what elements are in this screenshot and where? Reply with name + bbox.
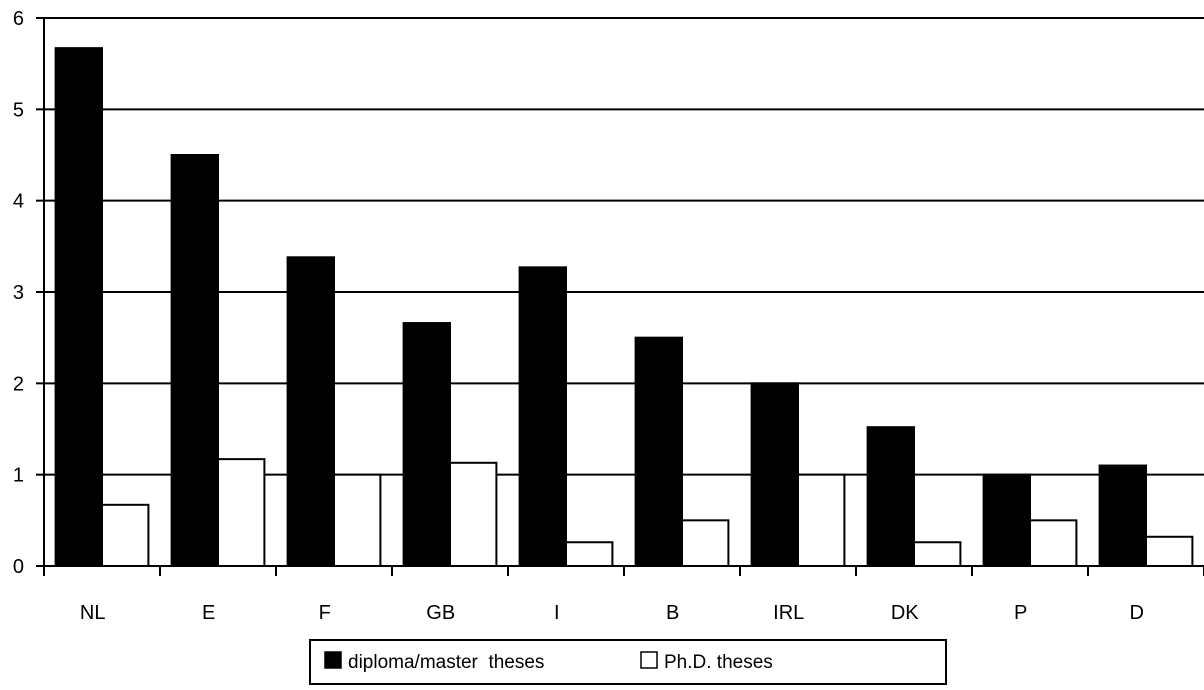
bar-phd (797, 473, 846, 567)
x-tick-label: DK (891, 602, 919, 624)
y-tick-label: 4 (13, 191, 24, 213)
x-tick-label: GB (426, 602, 455, 624)
bar-diploma (634, 336, 683, 567)
x-tick-label: D (1129, 602, 1143, 624)
bar-diploma (286, 256, 336, 567)
legend-swatch-phd (640, 651, 658, 669)
x-tick-label: B (666, 602, 679, 624)
axes (36, 17, 1204, 576)
y-tick-label: 5 (13, 99, 24, 121)
bar-phd (449, 461, 498, 567)
bar-phd (681, 519, 730, 567)
x-tick-label: IRL (773, 602, 804, 624)
x-tick-label: E (202, 602, 215, 624)
x-tick-label: NL (80, 602, 106, 624)
bar-phd (913, 541, 962, 568)
legend: diploma/master theses Ph.D. theses (309, 639, 947, 685)
bar-diploma (1098, 464, 1147, 567)
bar-diploma (866, 426, 915, 567)
bar-diploma (518, 266, 567, 567)
bar-phd (333, 473, 382, 567)
bar-diploma (982, 473, 1031, 567)
legend-label-diploma: diploma/master theses (348, 652, 544, 673)
bar-diploma (54, 47, 103, 567)
bars (54, 47, 1194, 568)
x-tick-label: P (1014, 602, 1027, 624)
bar-diploma (402, 322, 452, 568)
y-tick-label: 3 (13, 282, 24, 304)
y-tick-label: 6 (13, 8, 24, 30)
y-tick-label: 1 (13, 465, 24, 487)
bar-phd (101, 503, 150, 568)
legend-label-phd: Ph.D. theses (664, 652, 773, 673)
y-tick-label: 0 (13, 556, 24, 578)
x-tick-label: I (554, 602, 560, 624)
legend-box (309, 639, 947, 685)
bar-phd (1029, 519, 1078, 567)
x-tick-label: F (319, 602, 331, 624)
bar-phd (1145, 535, 1194, 567)
bar-diploma (750, 382, 799, 568)
y-tick-label: 2 (13, 373, 24, 395)
bar-phd (565, 541, 614, 568)
legend-swatch-diploma (324, 651, 342, 669)
bar-diploma (170, 154, 220, 567)
tick-labels: 0 1 2 3 4 5 6 NL E F GB I B IRL DK P D (13, 8, 1144, 624)
bar-phd (217, 458, 266, 568)
